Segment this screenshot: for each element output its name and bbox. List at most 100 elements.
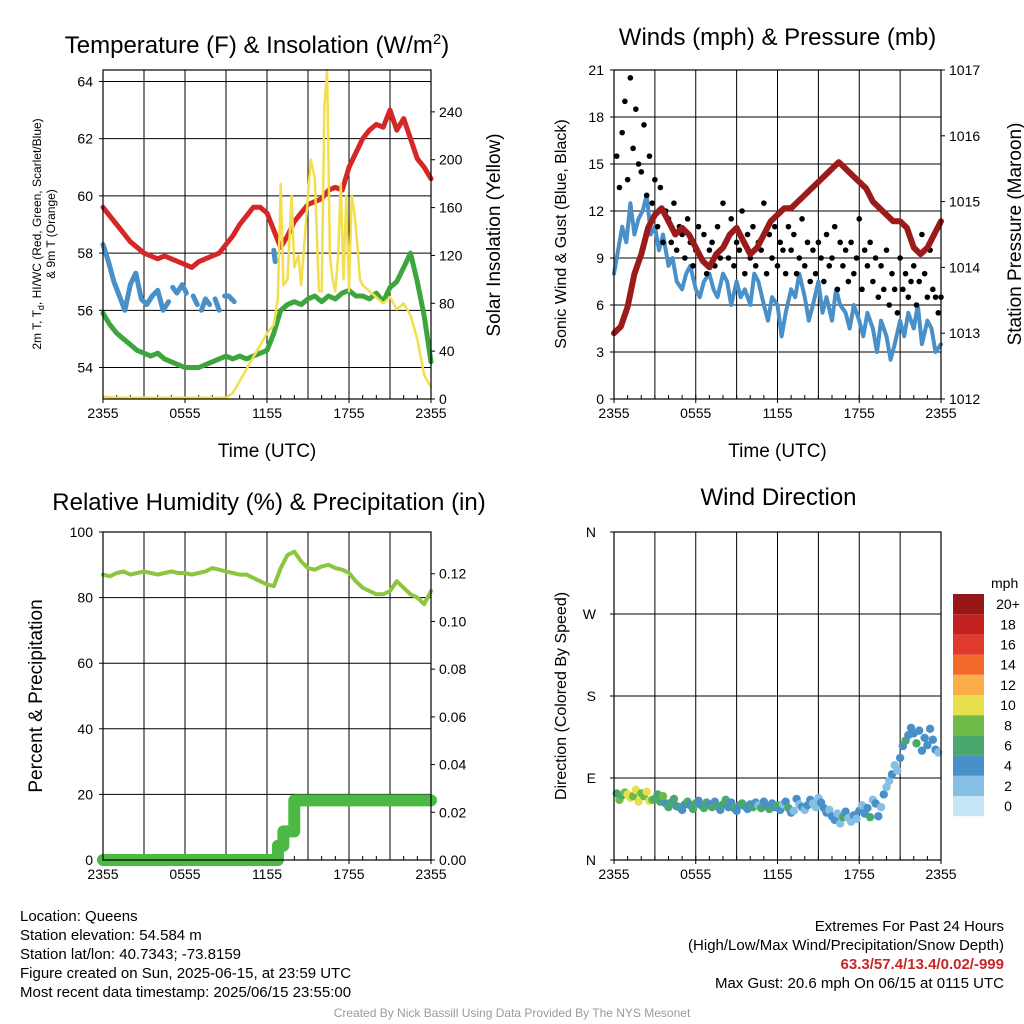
series-line-heat-index	[198, 296, 213, 313]
y-tick-label: 54	[77, 360, 93, 376]
gust-point	[638, 169, 645, 175]
series-line-pressure	[611, 159, 944, 337]
gust-point	[878, 263, 884, 269]
x-tick-label: 2355	[87, 405, 118, 421]
x-axis-label: Time (UTC)	[728, 441, 827, 462]
extremes-values: 63.3/57.4/13.4/0.02/-999	[840, 956, 1004, 973]
gust-point	[793, 270, 800, 277]
y-tick-label: 60	[77, 655, 93, 671]
y2-tick-label: 0.10	[439, 613, 466, 629]
station-info: Location: Queens Station elevation: 54.5…	[20, 907, 351, 1002]
figure-created: Figure created on Sun, 2025-06-15, at 23…	[20, 965, 352, 982]
direction-point	[923, 741, 932, 750]
gust-point	[731, 263, 737, 269]
gust-point	[682, 255, 688, 261]
gust-point	[654, 223, 661, 230]
x-tick-label: 1155	[252, 866, 282, 882]
y-tick-label: 3	[596, 344, 604, 360]
x-tick-label: 2355	[415, 866, 446, 882]
wind-speed-colorbar: mph 0 2 4 6 8 10 12 14 16 18 20+	[953, 575, 1020, 817]
direction-point	[915, 726, 924, 735]
y2-tick-label: 1014	[949, 259, 980, 275]
chart-title-close: )	[441, 32, 449, 59]
gust-point	[649, 200, 655, 206]
winds-pressure-panel: 2355 0555 1155 1755 235503691215182110121013…	[553, 24, 1024, 462]
footer-credit: Created By Nick Bassill Using Data Provi…	[333, 1006, 691, 1020]
direction-point	[642, 787, 651, 796]
colorbar-label: 6	[1004, 738, 1012, 754]
y-tick-label: 64	[77, 73, 93, 89]
gust-point	[924, 294, 931, 300]
gust-point	[845, 278, 852, 285]
y-tick-label: 0	[85, 852, 93, 868]
gust-point	[736, 247, 743, 253]
direction-point	[835, 819, 845, 828]
series-line-heat-index	[271, 247, 278, 265]
gust-point	[853, 255, 860, 261]
x-tick-label: 1755	[333, 866, 364, 882]
y-tick-label: S	[587, 688, 596, 704]
y-tick-label: W	[583, 606, 597, 622]
gust-point	[777, 239, 784, 246]
direction-point	[895, 753, 905, 763]
x-tick-label: 1755	[844, 405, 875, 421]
gust-point	[905, 294, 912, 300]
gust-point	[932, 294, 939, 300]
y2-tick-label: 80	[439, 295, 455, 311]
gust-point	[725, 255, 732, 261]
gust-point	[660, 239, 666, 246]
direction-point	[882, 782, 891, 792]
y-tick-label: 6	[596, 297, 604, 313]
y-tick-label: 9	[596, 250, 604, 266]
y-tick-label: 12	[588, 203, 604, 219]
y2-tick-label: 40	[439, 343, 455, 359]
colorbar-swatch	[953, 735, 984, 756]
gust-point	[695, 223, 702, 230]
x-tick-label: 2355	[415, 405, 446, 421]
gust-point	[652, 176, 658, 183]
gust-point	[902, 270, 909, 277]
y-axis-label: Percent & Precipitation	[26, 599, 47, 792]
gust-point	[739, 208, 745, 214]
gust-point	[706, 247, 713, 253]
gust-point	[870, 278, 876, 285]
gust-point	[671, 200, 677, 206]
y-axis-label-sub: d	[36, 305, 46, 310]
direction-point	[669, 794, 679, 804]
y-tick-label: 20	[77, 786, 93, 802]
series-line-heat-index	[222, 293, 237, 305]
chart-title: Winds (mph) & Pressure (mb)	[619, 24, 936, 51]
gust-point	[864, 263, 871, 269]
gust-point	[848, 239, 854, 246]
colorbar-label: 4	[1004, 758, 1012, 774]
y-tick-label: 62	[77, 131, 93, 147]
x-tick-label: 1755	[333, 405, 364, 421]
x-tick-label: 2355	[87, 866, 118, 882]
y-tick-label: 18	[588, 109, 604, 125]
gust-point	[916, 278, 922, 285]
gust-point	[742, 270, 748, 277]
gust-point	[641, 122, 647, 128]
gust-point	[910, 263, 917, 269]
chart-title: Relative Humidity (%) & Precipitation (i…	[52, 489, 485, 516]
colorbar-swatch	[953, 796, 984, 817]
x-axis-label: Time (UTC)	[218, 441, 317, 462]
gust-point	[728, 216, 734, 222]
direction-point	[874, 812, 883, 821]
y2-tick-label: 1015	[949, 194, 980, 210]
chart-title: Wind Direction	[700, 484, 856, 511]
x-tick-label: 0555	[169, 866, 200, 882]
gust-point	[630, 145, 636, 152]
gust-point	[752, 263, 759, 269]
colorbar-label: 14	[1000, 657, 1016, 673]
y-tick-label: N	[586, 852, 596, 868]
gust-point	[763, 270, 770, 277]
colorbar-swatch	[953, 634, 984, 655]
series-line-insolation	[101, 68, 433, 400]
chart-title-main: Temperature (F) & Insolation (W/m	[65, 32, 433, 59]
y2-tick-label: 1012	[949, 391, 980, 407]
gust-point	[859, 286, 865, 293]
y2-tick-label: 240	[439, 104, 463, 120]
